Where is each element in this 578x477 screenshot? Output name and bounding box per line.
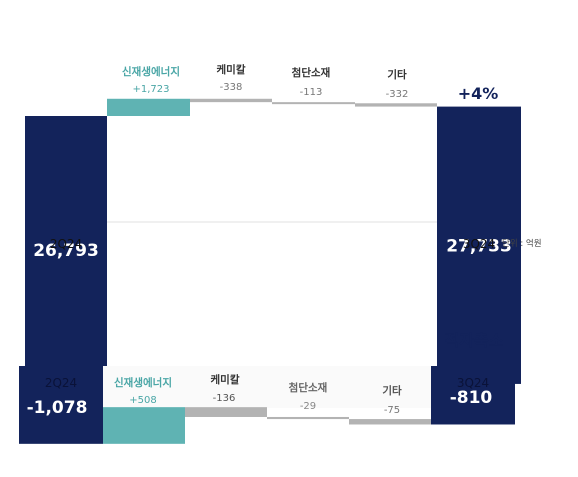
chart1-end-value: 27,733 xyxy=(446,236,512,256)
chart1-end-label: 3Q24 xyxy=(463,237,495,251)
chart2-start-bar xyxy=(19,366,103,444)
chart2-step-bar-advanced-materials xyxy=(267,416,349,420)
chart2-step-value-chemical: -136 xyxy=(213,393,236,404)
chart1-start-bar xyxy=(25,116,107,384)
chart1-step-label-renewable: 신재생에너지 xyxy=(122,65,180,78)
chart1-step-label-advanced-materials: 첨단소재 xyxy=(292,66,331,79)
chart2-step-bar-chemical xyxy=(185,407,267,417)
chart1-end-bar xyxy=(437,106,521,384)
chart2-step-value-other: -75 xyxy=(384,405,400,416)
chart2-end-value: -810 xyxy=(450,388,493,408)
chart2-step-value-renewable: +508 xyxy=(129,395,156,406)
chart1-step-value-advanced-materials: -113 xyxy=(300,87,323,98)
chart1-step-label-chemical: 케미칼 xyxy=(217,63,246,76)
chart2-step-bar-renewable xyxy=(103,407,185,444)
chart2-step-label-advanced-materials: 첨단소재 xyxy=(289,381,328,394)
chart2-change-label: 적자축소 xyxy=(445,331,504,350)
chart1-step-bar-advanced-materials xyxy=(272,102,355,105)
chart1-step-bar-other xyxy=(355,103,437,107)
revenue-waterfall-chart: 26,793 2Q24 신재생에너지 +1,723 케미칼 -338 첨단소재 … xyxy=(25,63,542,384)
chart2-step-bar-other xyxy=(349,419,431,425)
chart2-step-label-renewable: 신재생에너지 xyxy=(114,376,172,389)
chart2-start-label: 2Q24 xyxy=(45,376,77,390)
chart1-change-label: +4% xyxy=(458,84,499,103)
chart1-step-label-other: 기타 xyxy=(387,68,407,81)
chart1-step-value-renewable: +1,723 xyxy=(132,84,169,95)
chart1-start-value: 26,793 xyxy=(33,241,99,261)
chart2-step-value-advanced-materials: -29 xyxy=(300,401,316,412)
chart1-step-value-chemical: -338 xyxy=(220,82,243,93)
chart2-plot-area xyxy=(103,366,431,408)
chart1-start-label: 2Q24 xyxy=(50,237,82,251)
chart2-end-label: 3Q24 xyxy=(457,376,489,390)
chart2-end-bar xyxy=(431,366,515,425)
chart2-step-label-other: 기타 xyxy=(382,384,402,397)
chart1-unit-note: 단위 : 억원 xyxy=(502,238,542,249)
chart1-step-bar-chemical xyxy=(190,98,272,103)
profit-waterfall-chart: 적자축소 2Q24 -1,078 신재생에너지 +508 케미칼 -136 첨단… xyxy=(19,331,515,444)
chart2-step-label-chemical: 케미칼 xyxy=(211,373,240,386)
chart2-start-value: -1,078 xyxy=(27,398,88,418)
chart1-step-bar-renewable xyxy=(107,98,190,116)
chart1-step-value-other: -332 xyxy=(386,89,409,100)
